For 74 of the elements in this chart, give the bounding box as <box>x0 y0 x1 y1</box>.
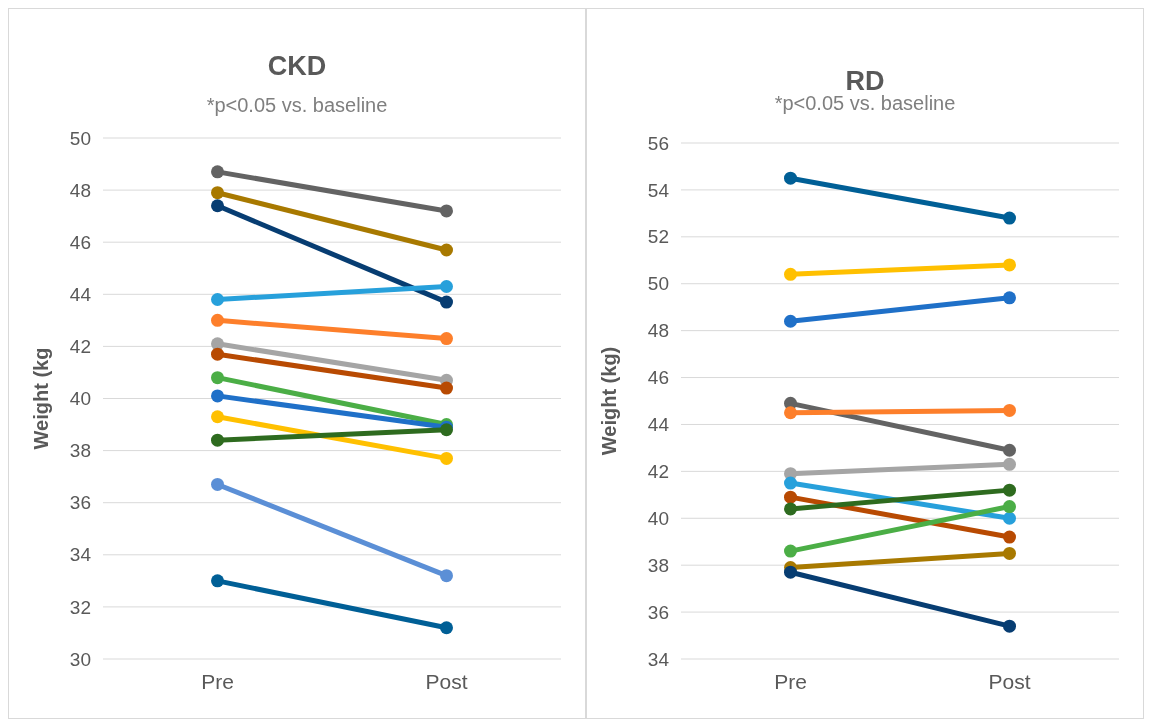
point <box>211 389 224 403</box>
point <box>1003 457 1016 471</box>
point <box>440 204 453 218</box>
point <box>1003 443 1016 457</box>
y-tick-label: 38 <box>647 554 669 576</box>
point <box>1003 211 1016 225</box>
point <box>1003 511 1016 525</box>
point <box>211 410 224 424</box>
x-tick-label: Pre <box>201 670 234 693</box>
point <box>211 293 224 307</box>
y-tick-label: 36 <box>647 601 669 623</box>
point <box>440 279 453 293</box>
point <box>784 267 797 281</box>
point <box>211 165 224 179</box>
x-tick-label: Post <box>425 670 468 693</box>
point <box>1003 500 1016 514</box>
y-tick-label: 52 <box>647 226 669 248</box>
point <box>211 313 224 327</box>
y-tick-label: 46 <box>647 367 669 389</box>
point <box>1003 291 1016 305</box>
point <box>1003 483 1016 497</box>
y-tick-label: 42 <box>69 336 91 358</box>
chart-subtitle: *p<0.05 vs. baseline <box>206 94 388 116</box>
y-tick-label: 44 <box>647 414 670 436</box>
point <box>211 186 224 200</box>
point <box>211 574 224 588</box>
y-tick-label: 34 <box>69 544 92 566</box>
y-tick-label: 48 <box>69 179 91 201</box>
y-tick-label: 38 <box>69 440 91 462</box>
x-tick-label: Post <box>988 670 1031 693</box>
y-tick-label: 42 <box>647 461 669 483</box>
point <box>784 406 797 420</box>
chart-title: CKD <box>267 51 327 81</box>
point <box>211 477 224 491</box>
point <box>440 569 453 583</box>
point <box>784 314 797 328</box>
point <box>1003 258 1016 272</box>
point <box>784 490 797 504</box>
y-tick-label: 40 <box>69 388 91 410</box>
y-tick-label: 34 <box>647 648 670 670</box>
y-axis-title: Weight (kg) <box>598 346 620 456</box>
y-tick-label: 40 <box>647 507 669 529</box>
point <box>440 243 453 257</box>
point <box>440 295 453 309</box>
point <box>1003 530 1016 544</box>
point <box>440 381 453 395</box>
point <box>784 544 797 558</box>
y-tick-label: 48 <box>647 320 669 342</box>
y-tick-label: 36 <box>69 492 91 514</box>
point <box>440 621 453 635</box>
y-tick-label: 30 <box>69 648 91 670</box>
y-tick-label: 46 <box>69 231 91 253</box>
point <box>211 433 224 447</box>
point <box>1003 403 1016 417</box>
point <box>784 171 797 185</box>
y-axis-title: Weight (kg <box>30 347 52 450</box>
point <box>1003 619 1016 633</box>
point <box>784 565 797 579</box>
point <box>1003 546 1016 560</box>
y-tick-label: 44 <box>69 283 92 305</box>
point <box>211 199 224 213</box>
y-tick-label: 50 <box>69 127 91 149</box>
point <box>211 371 224 385</box>
y-tick-label: 56 <box>647 132 669 154</box>
point <box>440 332 453 346</box>
point <box>784 502 797 516</box>
y-tick-label: 50 <box>647 273 669 295</box>
point <box>211 347 224 361</box>
y-tick-label: 32 <box>69 596 91 618</box>
point <box>784 476 797 490</box>
point <box>211 337 224 351</box>
point <box>440 451 453 465</box>
x-tick-label: Pre <box>774 670 807 693</box>
y-tick-label: 54 <box>647 179 670 201</box>
